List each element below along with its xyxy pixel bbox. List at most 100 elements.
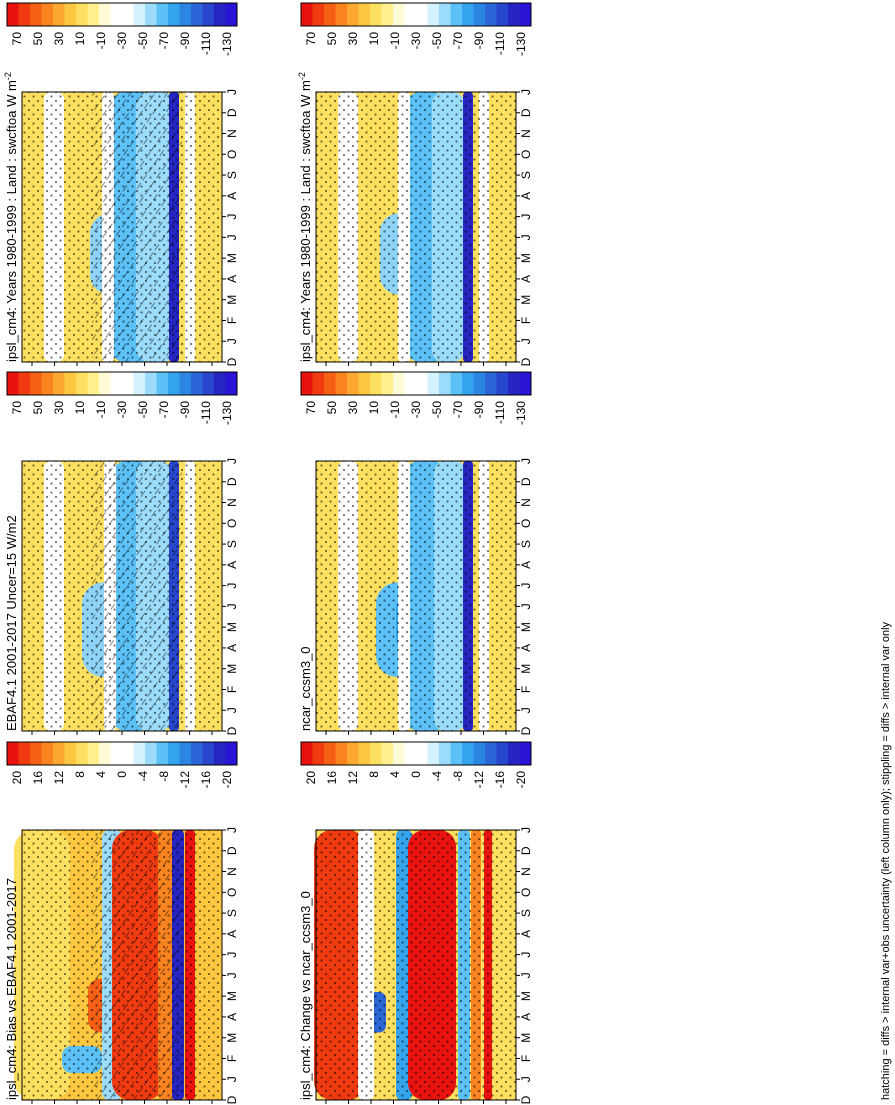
panel-left-top: ipsl_cm4: Years 1980-1999 : Land : swcft… <box>3 2 239 391</box>
colorbar-swatch <box>202 372 215 395</box>
colorbar-swatch <box>133 372 146 395</box>
colorbar-swatch <box>427 742 440 765</box>
colorbar-swatch <box>122 742 134 765</box>
colorbar-label: 50 <box>325 32 339 46</box>
x-tick-label: N <box>519 498 533 507</box>
colorbar-swatch <box>416 372 428 395</box>
colorbar-swatch <box>404 3 417 26</box>
x-tick-label: J <box>519 214 533 220</box>
x-tick-label: D <box>519 726 533 735</box>
x-tick-label: J <box>225 234 239 240</box>
x-tick-label: J <box>225 1076 239 1082</box>
colorbar-swatch <box>53 742 65 765</box>
colorbar-swatch <box>473 372 486 395</box>
colorbar: 20 16 12 8 4 0 -4 -8 -12 -16 -20 <box>300 741 532 789</box>
colorbar-swatch <box>404 372 417 395</box>
panel-title: ipsl_cm4: Years 1980-1999 : Land : swcft… <box>3 72 19 362</box>
colorbar-swatch <box>156 372 169 395</box>
x-tick-label: S <box>519 909 533 917</box>
colorbar-swatch <box>191 742 203 765</box>
colorbar-label: 30 <box>346 401 360 415</box>
colorbar-swatch <box>450 3 463 26</box>
colorbar-swatch <box>358 742 371 765</box>
x-tick-label: D <box>519 1095 533 1104</box>
x-tick-label: S <box>225 171 239 179</box>
x-tick-label: A <box>225 1013 239 1021</box>
colorbar-frame <box>300 741 532 766</box>
colorbar-frame <box>6 741 238 766</box>
colorbar-swatch <box>76 742 88 765</box>
colorbar-swatch <box>110 3 123 26</box>
colorbar-label: -20 <box>514 771 528 789</box>
colorbar-swatch <box>519 742 532 765</box>
colorbar-label: -50 <box>430 401 444 419</box>
x-tick-label: N <box>225 129 239 138</box>
colorbar-swatch <box>439 372 451 395</box>
colorbar-swatch <box>122 372 134 395</box>
colorbar-swatch <box>225 742 238 765</box>
colorbar-label: -16 <box>199 771 213 789</box>
colorbar-label: 16 <box>31 771 45 785</box>
title-superscript: -2 <box>297 72 307 80</box>
colorbar-label: -20 <box>220 771 234 789</box>
colorbar-swatch <box>312 372 325 395</box>
colorbar-label: 8 <box>73 771 87 778</box>
colorbar-swatch <box>133 3 146 26</box>
colorbar-swatch <box>450 372 463 395</box>
colorbar-swatch <box>202 3 215 26</box>
colorbar-label: -50 <box>136 32 150 50</box>
colorbar-label: -110 <box>199 401 213 424</box>
colorbar-swatch <box>462 3 474 26</box>
colorbar-swatch <box>496 3 509 26</box>
colorbar-swatch <box>145 742 157 765</box>
x-tick-label: F <box>225 317 239 324</box>
x-tick-label: D <box>519 846 533 855</box>
colorbar-swatch <box>18 742 31 765</box>
footer-note: hatching = diffs > internal var+obs unce… <box>880 621 892 1100</box>
colorbar-label: -10 <box>388 401 402 419</box>
x-tick-label: J <box>519 1076 533 1082</box>
colorbar-swatch <box>41 742 54 765</box>
x-tick-label: F <box>225 1055 239 1062</box>
colorbar-swatch <box>301 372 313 395</box>
x-tick-label: D <box>225 846 239 855</box>
panel-right-top: ipsl_cm4: Years 1980-1999 : Land : swcft… <box>297 2 533 391</box>
colorbar-swatch <box>64 742 77 765</box>
x-tick-label: M <box>519 622 533 632</box>
x-tick-label: M <box>519 664 533 674</box>
colorbar-label: 20 <box>10 771 24 785</box>
colorbar-label: 16 <box>325 771 339 785</box>
colorbar-swatch <box>370 372 382 395</box>
colorbar-label: 0 <box>115 771 129 778</box>
x-tick-label: A <box>225 561 239 569</box>
colorbar-swatch <box>41 372 54 395</box>
x-tick-label: J <box>519 952 533 958</box>
colorbar-label: 50 <box>325 401 339 415</box>
x-tick-label: J <box>225 827 239 833</box>
x-tick-label: N <box>519 129 533 138</box>
colorbar-swatch <box>99 742 111 765</box>
colorbar-swatch <box>519 3 532 26</box>
colorbar-label: -12 <box>178 771 192 789</box>
x-tick-label: A <box>519 930 533 938</box>
colorbar-label: -10 <box>94 32 108 50</box>
x-tick-label: J <box>225 952 239 958</box>
x-tick-label: M <box>519 253 533 263</box>
colorbar-swatch <box>324 3 336 26</box>
stippling <box>316 461 516 731</box>
panel-title: ipsl_cm4: Years 1980-1999 : Land : swcft… <box>297 72 313 362</box>
panel-right-bottom: ipsl_cm4: Change vs ncar_ccsm3_0 D J F M A M J J… <box>298 741 533 1104</box>
x-tick-label: M <box>225 295 239 305</box>
colorbar-label: -70 <box>451 32 465 50</box>
colorbar-label: 50 <box>31 32 45 46</box>
x-tick-label: J <box>519 827 533 833</box>
hatching <box>92 461 182 731</box>
colorbar-swatch <box>18 3 31 26</box>
colorbar-swatch <box>225 3 238 26</box>
colorbar-frame <box>6 2 238 27</box>
colorbar-label: 70 <box>304 401 318 415</box>
colorbar-swatch <box>202 742 215 765</box>
colorbar: 70 50 30 10 -10 -30 -50 -70 -90 -110 -130 <box>300 2 532 56</box>
colorbar-swatch <box>225 372 238 395</box>
colorbar-label: -16 <box>493 771 507 789</box>
